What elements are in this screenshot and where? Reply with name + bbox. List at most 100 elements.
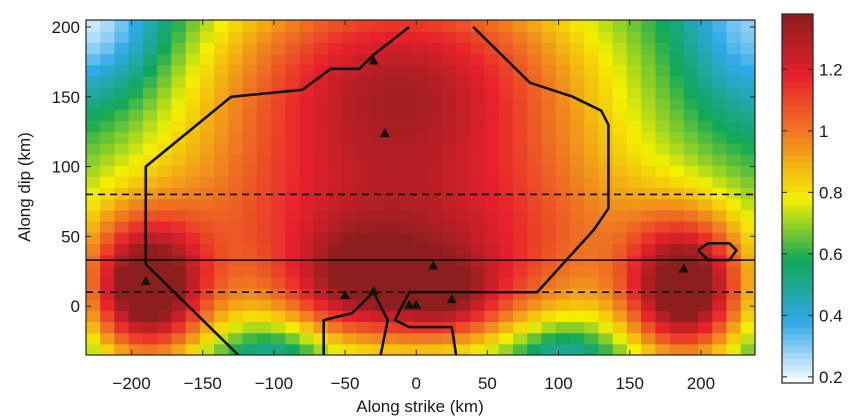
heatmap-cell [584, 243, 600, 256]
heatmap-cell [271, 98, 286, 110]
heatmap-cell [327, 232, 343, 244]
heatmap-cell [498, 75, 514, 88]
heatmap-cell [228, 131, 244, 144]
heatmap-cell [214, 165, 229, 177]
heatmap-cell [456, 98, 471, 110]
heatmap-cell [185, 154, 201, 166]
heatmap-cell [128, 165, 144, 177]
heatmap-cell [327, 288, 343, 300]
heatmap-cell [86, 276, 101, 289]
heatmap-cell [441, 332, 457, 345]
heatmap-cell [569, 187, 585, 200]
heatmap-cell [342, 154, 358, 166]
heatmap-cell [669, 232, 685, 244]
heatmap-cell [612, 299, 628, 311]
heatmap-cell [641, 120, 656, 133]
heatmap-cell [698, 31, 713, 43]
heatmap-cell [527, 221, 543, 233]
heatmap-cell [740, 176, 755, 189]
colorbar-tick-label: 0.8 [819, 183, 843, 202]
heatmap-cell [498, 343, 514, 355]
heatmap-cell [641, 276, 656, 289]
heatmap-cell [541, 310, 557, 323]
heatmap-cell [555, 221, 571, 233]
heatmap-cell [228, 120, 244, 133]
heatmap-cell [413, 154, 429, 166]
heatmap-cell [598, 221, 614, 233]
heatmap-cell [313, 332, 329, 345]
heatmap-cell [256, 176, 272, 189]
heatmap-cell [740, 154, 755, 166]
heatmap-cell [171, 209, 187, 222]
heatmap-cell [114, 42, 130, 55]
heatmap-cell [726, 142, 742, 155]
heatmap-cell [327, 332, 343, 345]
heatmap-cell [399, 120, 414, 133]
heatmap-cell [584, 209, 600, 222]
x-tick-label: −150 [184, 374, 222, 393]
heatmap-cell [399, 243, 414, 256]
heatmap-cell [356, 131, 372, 144]
heatmap-cell [86, 165, 101, 177]
colorbar-segment [782, 247, 813, 255]
heatmap-cell [584, 165, 600, 177]
heatmap-cell [484, 53, 500, 66]
heatmap-cell [185, 187, 201, 200]
heatmap-cell [413, 75, 429, 88]
heatmap-cell [356, 299, 372, 311]
heatmap-cell [285, 321, 301, 334]
heatmap-cell [285, 75, 301, 88]
heatmap-cell [441, 265, 457, 278]
heatmap-cell [598, 209, 614, 222]
colorbar-segment [782, 112, 813, 120]
heatmap-cell [185, 75, 201, 88]
heatmap-cell [584, 42, 600, 55]
heatmap-cell [740, 120, 755, 133]
heatmap-cell [114, 98, 130, 110]
heatmap-cell [86, 310, 101, 323]
heatmap-cell [384, 120, 400, 133]
colorbar-segment [782, 186, 813, 193]
heatmap-cell [384, 343, 400, 355]
heatmap-cell [228, 221, 244, 233]
heatmap-cell [584, 198, 600, 211]
heatmap-cell [399, 98, 414, 110]
heatmap-cell [128, 75, 144, 88]
heatmap-cell [114, 154, 130, 166]
heatmap-cell [527, 187, 543, 200]
heatmap-cell [683, 20, 699, 32]
heatmap-cell [299, 310, 315, 323]
heatmap-cell [157, 165, 173, 177]
heatmap-cell [527, 98, 543, 110]
colorbar-segment [782, 229, 813, 236]
heatmap-cell [171, 332, 187, 345]
heatmap-cell [299, 276, 315, 289]
heatmap-cell [655, 53, 671, 66]
heatmap-cell [242, 310, 258, 323]
heatmap-cell [199, 265, 215, 278]
heatmap-cell [456, 31, 471, 43]
heatmap-cell [626, 109, 642, 122]
heatmap-cell [626, 232, 642, 244]
heatmap-cell [384, 232, 400, 244]
heatmap-cell [384, 165, 400, 177]
heatmap-cell [726, 64, 742, 77]
heatmap-cell [698, 131, 713, 144]
heatmap-cell [327, 276, 343, 289]
heatmap-cell [327, 64, 343, 77]
heatmap-cell [356, 288, 372, 300]
heatmap-cell [100, 187, 116, 200]
heatmap-cell [584, 288, 600, 300]
heatmap-cell [683, 310, 699, 323]
heatmap-cell [214, 276, 229, 289]
heatmap-cell [142, 31, 158, 43]
heatmap-cell [327, 176, 343, 189]
heatmap-cell [157, 187, 173, 200]
heatmap-cell [655, 154, 671, 166]
heatmap-cell [513, 176, 528, 189]
heatmap-cell [584, 64, 600, 77]
heatmap-cell [413, 198, 429, 211]
heatmap-cell [114, 53, 130, 66]
heatmap-cell [100, 209, 116, 222]
heatmap-cell [413, 299, 429, 311]
